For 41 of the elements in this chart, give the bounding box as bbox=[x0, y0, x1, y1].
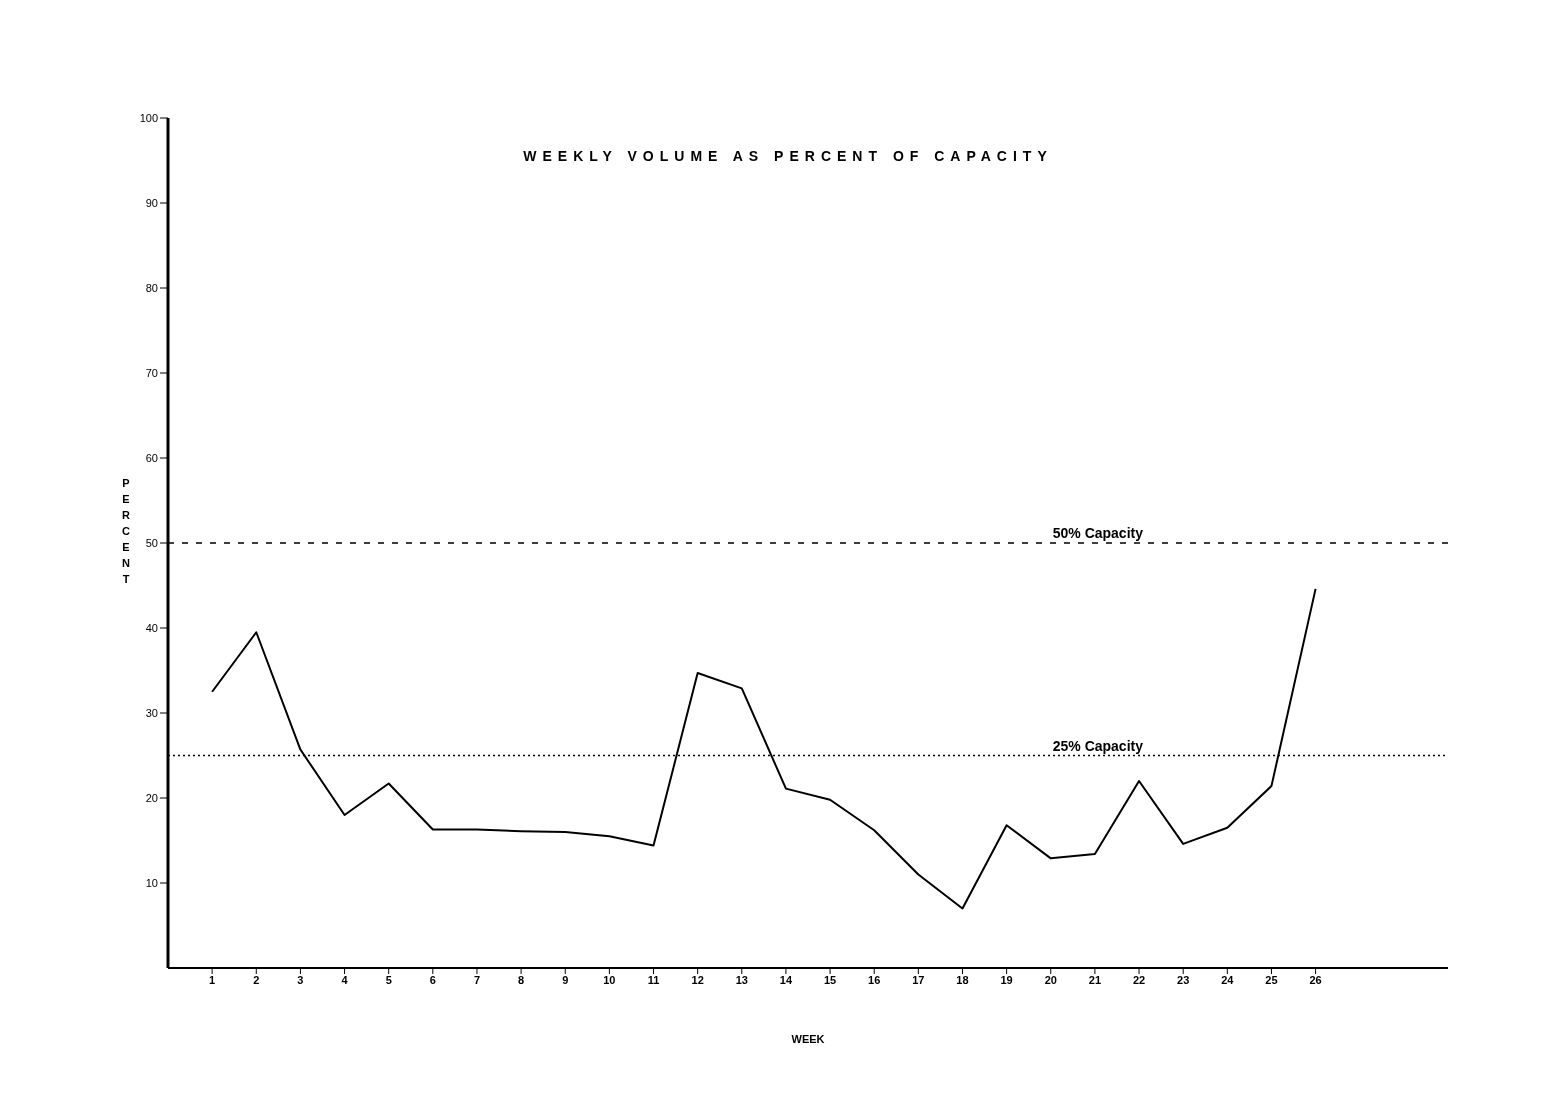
y-tick-label: 70 bbox=[145, 366, 158, 379]
text: WEEKLY VOLUME AS PERCENT OF CAPACITY bbox=[522, 148, 1054, 164]
x-tick-label: 2 bbox=[253, 973, 260, 986]
y-tick-label: 20 bbox=[145, 791, 158, 804]
x-axis-title: WEEK bbox=[791, 1033, 825, 1045]
x-tick-label: 16 bbox=[868, 973, 881, 986]
x-tick-label: 19 bbox=[1000, 973, 1013, 986]
y-tick-label: 90 bbox=[145, 196, 158, 209]
y-tick-label: 50 bbox=[145, 536, 158, 549]
x-tick-label: 13 bbox=[735, 973, 748, 986]
x-tick-label: 7 bbox=[473, 973, 481, 986]
x-tick-label: 11 bbox=[647, 973, 660, 986]
ref-line-label: 25% Capacity bbox=[1052, 737, 1144, 754]
x-tick-label: 14 bbox=[779, 973, 793, 986]
x-tick-label: 22 bbox=[1132, 973, 1146, 986]
y-tick-label: 80 bbox=[145, 281, 158, 294]
x-tick-label: 18 bbox=[956, 973, 969, 986]
x-tick-label: 23 bbox=[1177, 973, 1190, 986]
x-tick-label: 15 bbox=[823, 973, 837, 986]
x-tick-label: 24 bbox=[1221, 973, 1235, 986]
ref-line-label: 50% Capacity bbox=[1052, 525, 1144, 541]
x-tick-label: 26 bbox=[1309, 973, 1322, 986]
x-tick-label: 1 bbox=[209, 973, 216, 986]
x-tick-label: 12 bbox=[691, 973, 704, 986]
x-tick-label: 4 bbox=[341, 973, 349, 986]
y-axis-title: PERCENT bbox=[122, 477, 131, 585]
x-tick-label: 3 bbox=[297, 973, 304, 986]
y-tick-label: 100 bbox=[139, 111, 158, 124]
x-tick-label: 20 bbox=[1044, 973, 1057, 986]
y-tick-label: 60 bbox=[145, 451, 158, 464]
y-tick-label: 40 bbox=[145, 621, 158, 634]
x-tick-label: 8 bbox=[518, 973, 525, 986]
x-tick-label: 10 bbox=[603, 973, 616, 986]
x-tick-label: 9 bbox=[562, 973, 569, 986]
y-tick-label: 10 bbox=[145, 876, 158, 889]
y-tick-label: 30 bbox=[145, 706, 158, 719]
x-tick-label: 5 bbox=[385, 973, 392, 986]
x-tick-label: 17 bbox=[912, 973, 925, 986]
x-tick-label: 21 bbox=[1088, 973, 1102, 986]
x-tick-label: 25 bbox=[1265, 973, 1278, 986]
x-tick-label: 6 bbox=[429, 973, 436, 986]
